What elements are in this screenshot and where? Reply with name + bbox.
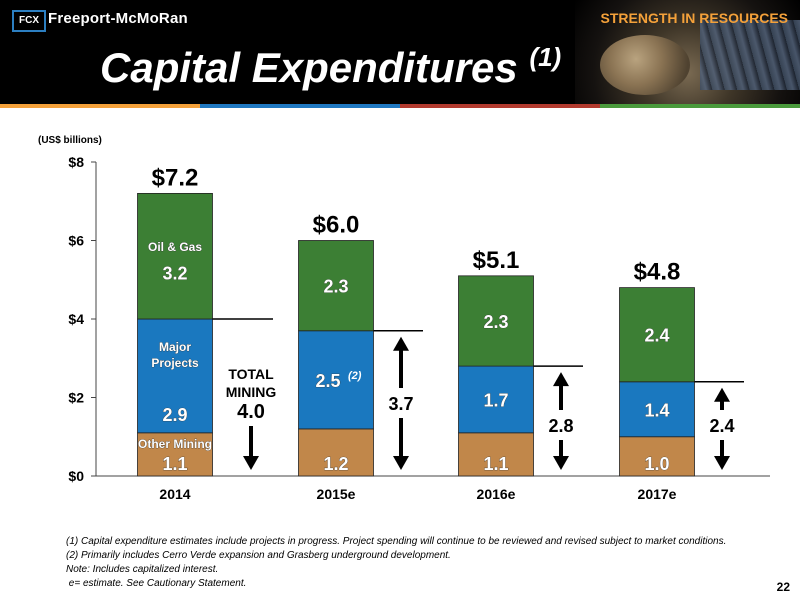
y-tick-label: $2: [68, 390, 84, 406]
bar-value-label: 1.1: [483, 454, 508, 474]
title-text: Capital Expenditures: [100, 44, 518, 91]
ore-rock-image: [600, 35, 690, 95]
page-title: Capital Expenditures (1): [100, 42, 562, 92]
slide-header: FCX Freeport-McMoRan STRENGTH IN RESOURC…: [0, 0, 800, 104]
bar-value-label: 3.2: [162, 263, 187, 283]
bar-segment: [137, 192, 213, 320]
tagline: STRENGTH IN RESOURCES: [600, 10, 788, 26]
pipes-image: [700, 20, 800, 90]
capex-chart: (US$ billions) $0 $2 $4 $6 $8 2014 2015e 2016e 20…: [38, 135, 770, 502]
company-logo-icon: FCX: [12, 10, 46, 32]
mining-total-value: 3.7: [388, 394, 413, 414]
bar-value-label: 2.3: [323, 277, 348, 297]
x-tick-label: 2015e: [317, 486, 356, 502]
bar-segment: [298, 428, 374, 477]
series-label-major-projects: Projects: [151, 356, 199, 370]
bar-segment: [298, 330, 374, 430]
bar-segment: [619, 436, 695, 477]
mining-total-label: TOTAL: [228, 366, 274, 382]
stripe-orange: [0, 104, 200, 108]
bar-total-label: $6.0: [313, 212, 360, 239]
y-tick-label: $8: [68, 154, 84, 170]
brand-name: Freeport-McMoRan: [48, 10, 188, 27]
bar-total-label: $7.2: [152, 164, 199, 191]
mining-total-value: 2.8: [548, 416, 573, 436]
footnote-note: Note: Includes capitalized interest.: [66, 564, 219, 575]
y-tick-label: $6: [68, 233, 84, 249]
title-footnote-ref: (1): [529, 42, 562, 72]
x-tick-label: 2014: [159, 486, 190, 502]
bar-value-label: 1.7: [483, 390, 508, 410]
series-label-other-mining: Other Mining: [138, 437, 212, 451]
arrow-down-icon: [393, 456, 409, 470]
series-label-major-projects: Major: [159, 340, 191, 354]
arrow-down-icon: [714, 456, 730, 470]
stripe-green: [600, 104, 800, 108]
mining-total-label: MINING: [226, 384, 277, 400]
arrow-down-icon: [243, 456, 259, 470]
bar-value-label: 2.3: [483, 312, 508, 332]
y-tick-label: $0: [68, 468, 84, 484]
arrow-down-icon: [553, 456, 569, 470]
bar-segment: [137, 318, 213, 434]
bar-value-label: 1.1: [162, 454, 187, 474]
bar-segment: [458, 432, 534, 477]
bar-value-footnote-ref: (2): [348, 370, 362, 382]
bar-value-label: 2.5: [315, 371, 340, 391]
header-stripe: [0, 104, 800, 108]
arrow-up-icon: [393, 336, 409, 351]
bar-total-label: $5.1: [473, 247, 520, 274]
mining-total-value: 4.0: [237, 401, 265, 423]
bar-segment: [298, 240, 374, 332]
mining-total-value: 2.4: [709, 416, 734, 436]
footnotes: (1) Capital expenditure estimates includ…: [66, 535, 726, 591]
bar-total-label: $4.8: [634, 259, 681, 286]
x-tick-label: 2016e: [477, 486, 516, 502]
stripe-red: [400, 104, 600, 108]
series-label-oil-gas: Oil & Gas: [148, 240, 202, 254]
bar-segment: [458, 275, 534, 367]
bar-segment: [619, 287, 695, 383]
bar-value-label: 1.0: [644, 454, 669, 474]
y-unit-label: (US$ billions): [38, 135, 102, 146]
bar-segment: [458, 365, 534, 434]
page-number: 22: [776, 580, 790, 594]
x-tick-label: 2017e: [638, 486, 677, 502]
arrow-up-icon: [714, 387, 730, 402]
footnote-2: (2) Primarily includes Cerro Verde expan…: [66, 550, 451, 561]
arrow-up-icon: [553, 372, 569, 387]
bar-value-label: 1.4: [644, 400, 669, 420]
stripe-blue: [200, 104, 400, 108]
bar-segment: [137, 432, 213, 477]
footnote-1: (1) Capital expenditure estimates includ…: [66, 536, 727, 547]
bar-segment: [619, 381, 695, 438]
bar-value-label: 1.2: [323, 454, 348, 474]
bar-value-label: 2.4: [644, 326, 669, 346]
bar-value-label: 2.9: [162, 405, 187, 425]
y-tick-label: $4: [68, 311, 84, 327]
footnote-estimate: e= estimate. See Cautionary Statement.: [66, 578, 247, 589]
